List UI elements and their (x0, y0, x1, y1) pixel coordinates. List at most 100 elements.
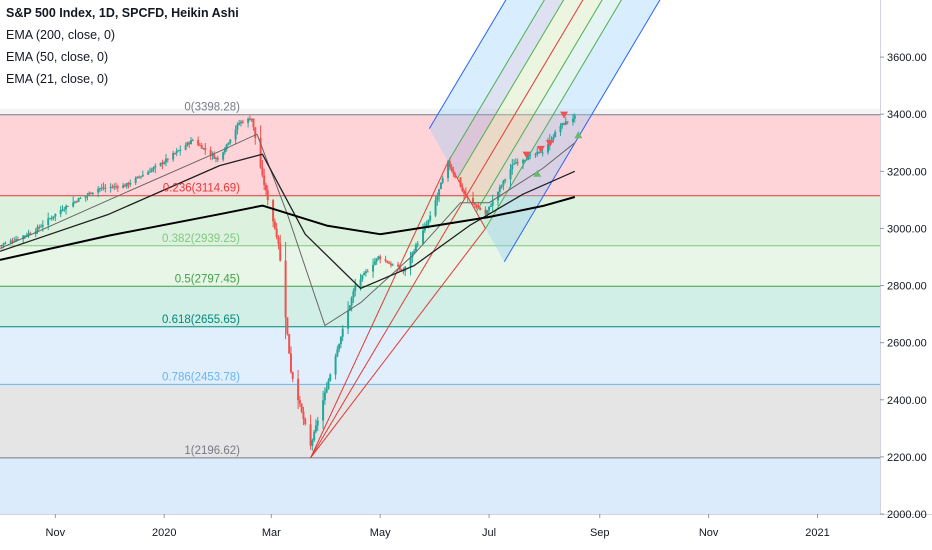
candle-body (486, 210, 489, 215)
candle-body (241, 121, 244, 123)
candle-body (466, 197, 469, 199)
candle-body (90, 192, 93, 194)
candle-body (347, 310, 350, 329)
legend-ema-50[interactable]: EMA (50, close, 0) (6, 50, 109, 64)
candle-body (29, 233, 32, 235)
candle-body (386, 260, 389, 263)
candle-body (122, 185, 125, 188)
x-tick-label: Nov (699, 527, 719, 539)
candle-body (147, 171, 150, 175)
candle-body (86, 194, 89, 196)
candle-body (461, 186, 464, 191)
candle-body (2, 243, 5, 246)
candle-body (414, 244, 417, 252)
candle-body (366, 271, 369, 273)
candle-body (464, 193, 467, 198)
candle-body (88, 192, 91, 195)
candle-body (538, 151, 541, 153)
chart-title[interactable]: S&P 500 Index, 1D, SPCFD, Heikin Ashi (6, 6, 239, 20)
candle-body (173, 153, 176, 155)
candle-body (65, 205, 68, 210)
candle-body (339, 336, 342, 344)
pitchfork-line-lower-mid (475, 0, 603, 213)
candle-body (213, 154, 216, 159)
candle-body (250, 118, 253, 121)
fib-label-0.618: 0.618(2655.65) (162, 314, 240, 326)
candle-body (197, 140, 200, 146)
candle-body (179, 149, 182, 151)
candle-body (275, 228, 278, 238)
candle-body (463, 190, 466, 194)
candle-body (16, 239, 19, 241)
candle-body (527, 155, 530, 160)
candle-body (304, 418, 307, 425)
fib-fills (0, 108, 880, 514)
candle-body (509, 169, 512, 180)
candle-body (209, 150, 212, 156)
candle-body (136, 176, 139, 178)
candle-body (264, 185, 267, 191)
candle-body (184, 145, 187, 150)
candle-body (127, 182, 130, 185)
y-tick-label: 3600.00 (887, 52, 927, 64)
candle-body (438, 189, 441, 196)
legend: S&P 500 Index, 1D, SPCFD, Heikin Ashi EM… (6, 2, 239, 90)
fib-label-0.236: 0.236(3114.69) (163, 183, 240, 195)
candle-body (38, 226, 41, 228)
candle-body (416, 243, 419, 245)
pitchfork-line-upper (447, 0, 545, 163)
legend-ema-21[interactable]: EMA (21, close, 0) (6, 72, 109, 86)
candle-body (214, 158, 217, 160)
y-tick-label: 3400.00 (887, 109, 927, 121)
pitchfork-handle-a (310, 161, 449, 459)
candle-body (479, 207, 482, 210)
candle-body (277, 237, 280, 244)
candle-body (536, 151, 539, 155)
candle-body (325, 388, 328, 393)
candle-body (23, 235, 26, 237)
candle-body (109, 186, 112, 188)
pitchfork-zone-outer-top (429, 0, 545, 162)
candle-body (475, 204, 478, 208)
candle-body (22, 235, 25, 240)
candle-body (354, 285, 357, 292)
signal-marker-down (560, 111, 569, 119)
candle-body (564, 121, 567, 125)
y-tick-label: 2000.00 (887, 509, 927, 521)
ema-50-line (0, 153, 576, 290)
candle-body (313, 431, 316, 441)
candle-body (100, 187, 103, 189)
candle-body (372, 264, 375, 272)
price-axis-bg (880, 0, 932, 550)
candle-body (115, 186, 118, 188)
candle-body (25, 235, 28, 237)
candle-body (54, 213, 57, 217)
candle-body (423, 226, 426, 231)
candle-body (477, 207, 480, 209)
candle-body (534, 154, 537, 156)
candle-body (91, 192, 94, 194)
candle-body (216, 158, 219, 160)
candle-body (227, 142, 230, 145)
candle-body (0, 245, 1, 247)
candle-body (436, 195, 439, 201)
candle-body (459, 177, 462, 187)
candle-body (297, 378, 300, 401)
candle-body (309, 424, 312, 446)
candle-body (514, 162, 517, 164)
signal-marker-down (545, 140, 554, 148)
pitchfork-line-lower (485, 0, 622, 229)
candle-body (125, 182, 128, 187)
candle-body (152, 167, 155, 170)
fib-zone-top (0, 108, 880, 115)
legend-ema-200[interactable]: EMA (200, close, 0) (6, 28, 116, 42)
x-tick-label: 2020 (152, 527, 176, 539)
candle-body (454, 173, 457, 178)
candle-body (379, 256, 382, 260)
candle-body (341, 328, 344, 337)
candle-body (172, 153, 175, 160)
candle-body (302, 411, 305, 419)
